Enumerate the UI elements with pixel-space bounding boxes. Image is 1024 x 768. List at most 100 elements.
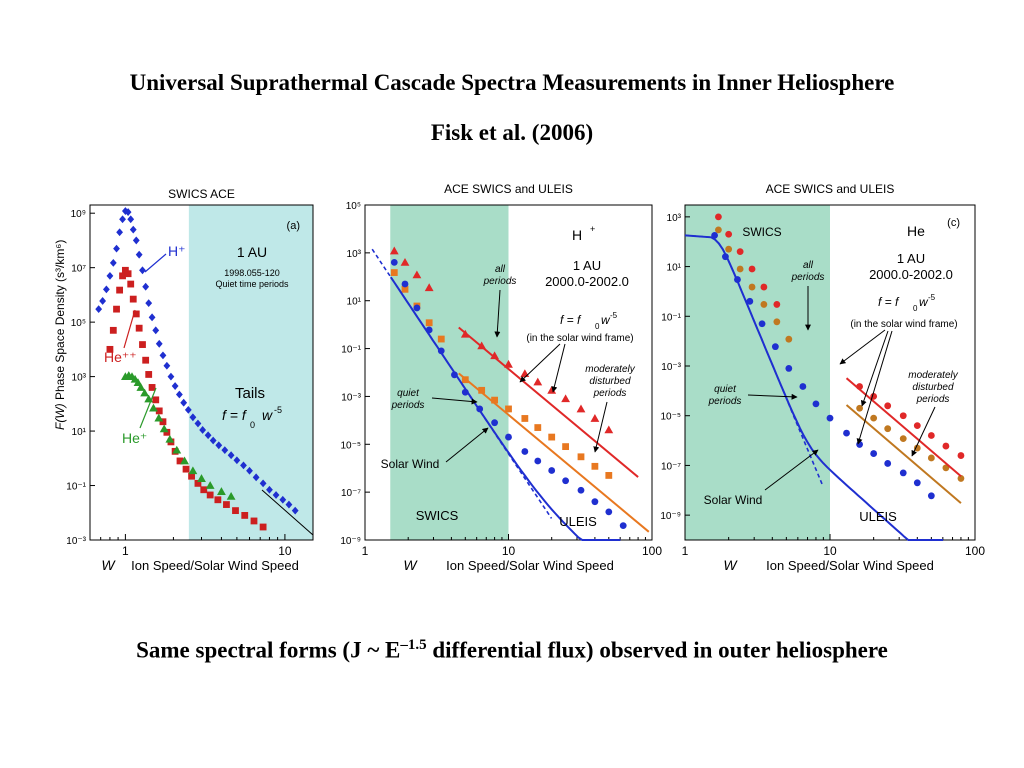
data-point: [259, 523, 267, 531]
annotation-swics: SWICS: [416, 508, 459, 523]
data-point: [152, 326, 160, 335]
annotation-uleis: ULEIS: [859, 509, 897, 524]
data-point: [856, 441, 863, 448]
data-point: [490, 351, 499, 360]
fit-line-disturbed: [845, 404, 962, 504]
data-point: [180, 456, 189, 465]
data-point: [927, 492, 935, 500]
annotation-all-periods: periods: [791, 272, 825, 283]
species-label: H: [572, 227, 582, 243]
data-point: [771, 343, 779, 351]
data-point: [437, 335, 445, 343]
bottom-caption: Same spectral forms (J ~ E–1.5 different…: [0, 628, 1024, 668]
data-point: [145, 299, 153, 307]
x-axis-w-label: W: [403, 557, 418, 573]
data-point: [576, 404, 586, 413]
data-point: [102, 285, 110, 294]
data-point: [132, 236, 140, 245]
annotation-formula-exp: -5: [610, 311, 618, 320]
data-point: [491, 396, 498, 404]
series-label-hep: He⁺: [122, 430, 147, 446]
data-point: [259, 479, 267, 488]
annotation-swics: SWICS: [742, 225, 781, 239]
panel-a: SWICS ACE 1 10 10⁹ 10⁷ 10⁵ 10³ 10¹ 10⁻¹ 10⁻³ W Ion …: [53, 187, 314, 573]
data-point: [899, 412, 907, 420]
data-point: [180, 398, 188, 407]
data-point: [129, 225, 137, 234]
data-point: [206, 491, 214, 499]
y-axis-label: F(W) Phase Space Density (s³/km⁶): [53, 240, 67, 430]
data-point: [561, 394, 571, 403]
data-point: [748, 265, 756, 273]
annotation-dates: 2000.0-2002.0: [869, 267, 953, 282]
data-point: [154, 413, 164, 422]
data-point: [400, 257, 410, 266]
data-point: [163, 428, 171, 436]
data-point: [139, 341, 146, 348]
series-label-hepp: He⁺⁺: [104, 349, 137, 365]
panel-c: ACE SWICS and ULEIS 1 10 100 10³ 10¹ 10⁻¹ 10⁻³ 1…: [660, 182, 985, 573]
data-point: [142, 356, 150, 364]
data-point: [957, 475, 965, 482]
data-point: [942, 442, 950, 450]
data-point: [135, 250, 143, 259]
arrow-moderate-1: [839, 329, 886, 365]
data-point: [505, 433, 512, 441]
data-point: [113, 244, 120, 253]
data-point: [189, 413, 197, 422]
data-point: [291, 506, 299, 515]
slide-title: Universal Suprathermal Cascade Spectra M…: [129, 70, 895, 95]
data-point: [715, 213, 722, 221]
data-point: [194, 479, 202, 487]
data-point: [725, 245, 733, 253]
y-tick-label: 10⁻³: [661, 362, 681, 373]
data-point: [799, 383, 807, 390]
y-tick-label: 10³: [347, 249, 362, 260]
data-point: [129, 295, 137, 303]
annotation-disturbed: disturbed: [912, 382, 954, 393]
y-axis-fw: F(W): [53, 400, 67, 430]
caption-pre: Same spectral forms (J ~ E: [136, 637, 401, 663]
data-point: [913, 422, 921, 430]
annotation-formula-f: f = f: [222, 407, 248, 423]
x-tick-label: 1: [362, 544, 369, 558]
panel-label: (c): [947, 217, 960, 229]
data-point: [478, 386, 486, 394]
annotation-1au: 1 AU: [573, 258, 601, 273]
data-point: [124, 208, 132, 216]
annotation-quiet-periods: periods: [391, 400, 425, 411]
arrow-solar-wind: [445, 427, 489, 463]
data-point: [106, 271, 114, 280]
y-tick-label: 10⁻¹: [66, 482, 86, 493]
data-point: [533, 377, 543, 386]
solar-wind-curve: [371, 248, 553, 519]
x-axis-label: Ion Speed/Solar Wind Speed: [131, 558, 299, 573]
data-point: [826, 414, 834, 422]
annotation-quiet: quiet: [714, 384, 737, 395]
data-point: [577, 486, 585, 494]
y-tick-label: 10⁵: [346, 201, 361, 212]
annotation-formula-f: f = f: [560, 313, 582, 327]
y-tick-label: 10³: [72, 373, 87, 384]
data-point: [401, 280, 409, 288]
y-tick-label: 10⁻⁵: [340, 440, 361, 451]
x-tick-label: 1: [122, 544, 129, 558]
annotation-formula-f: f = f: [878, 295, 900, 309]
annotation-formula-w: w: [919, 295, 929, 309]
annotation-moderately: moderately: [585, 364, 635, 375]
data-point: [205, 481, 215, 489]
x-tick-label: 10: [823, 544, 837, 558]
arrow-moderate-2: [860, 330, 889, 407]
data-point: [266, 485, 273, 494]
data-point: [520, 369, 530, 377]
data-point: [132, 310, 140, 318]
data-point: [165, 434, 175, 443]
data-point: [773, 301, 781, 308]
annotation-1au: 1 AU: [237, 244, 267, 260]
data-point: [95, 305, 103, 314]
data-point: [159, 351, 167, 360]
arrow-quiet: [431, 397, 478, 405]
y-tick-label: 10⁻⁹: [340, 536, 361, 547]
chart-title: ACE SWICS and ULEIS: [766, 182, 895, 196]
data-point: [913, 479, 921, 487]
